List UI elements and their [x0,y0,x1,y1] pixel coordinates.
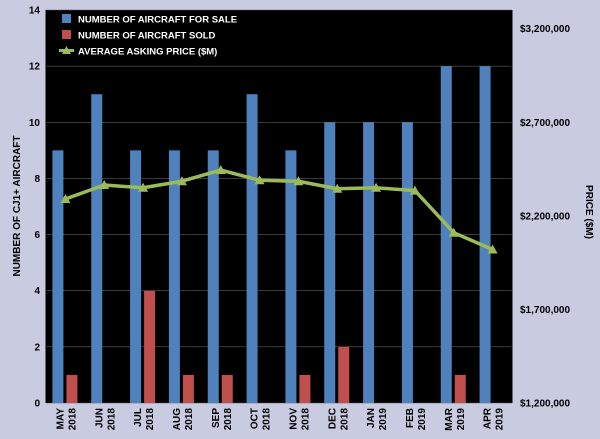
legend-label: NUMBER OF AIRCRAFT FOR SALE [78,15,237,26]
legend-swatch [62,14,71,23]
price-marker [138,182,149,192]
bars [52,66,491,404]
x-tick-month: APR [483,407,494,429]
bar-for-sale [91,94,103,403]
y-tick-right: $3,200,000 [520,24,570,35]
legend-swatch [62,30,71,39]
price-marker [215,165,226,175]
x-tick-year: 2018 [262,408,273,431]
bar-for-sale [246,94,258,403]
legend: NUMBER OF AIRCRAFT FOR SALE NUMBER OF AIR… [59,14,237,58]
x-tick-month: JUN [94,408,105,428]
legend-label: NUMBER OF AIRCRAFT SOLD [78,31,216,42]
plot-background [46,10,512,403]
y-tick-right: $1,200,000 [520,399,570,410]
y-tick-right: $1,700,000 [520,305,570,316]
x-tick-year: 2018 [339,408,350,431]
x-tick-year: 2018 [184,408,195,431]
price-marker [293,176,304,186]
bar-sold [221,374,233,403]
y-tick-left: 14 [29,6,41,17]
x-tick-month: MAR [444,407,455,431]
bar-sold [338,346,350,403]
y-axis-right-title: PRICE ($M) [583,185,594,239]
x-tick-year: 2018 [223,408,234,431]
x-tick-month: JAN [366,408,377,428]
price-marker [332,183,343,193]
x-tick-year: 2018 [145,408,156,431]
x-tick-year: 2018 [106,408,117,431]
price-marker [409,185,420,195]
bar-sold [299,374,311,403]
bar-sold [454,374,466,403]
y-tick-left: 2 [34,342,40,353]
price-marker [254,175,265,185]
x-tick-year: 2019 [495,408,506,431]
x-tick-year: 2018 [300,408,311,431]
y-tick-left: 12 [29,62,41,73]
price-marker [176,176,187,186]
bar-sold [66,374,78,403]
y-tick-left: 4 [34,286,40,297]
y-tick-left: 0 [34,399,40,410]
bar-for-sale [401,122,413,404]
x-tick-month: MAY [55,408,66,430]
x-tick-year: 2019 [378,408,389,431]
bar-sold [182,374,194,403]
price-marker [60,194,71,204]
x-tick-month: DEC [327,408,338,429]
gridlines [46,9,512,404]
y-tick-left: 6 [34,230,40,241]
bar-sold [144,290,156,403]
price-marker [99,179,110,189]
bar-for-sale [285,150,297,403]
axes: 0 2 4 6 8 10 12 14 $1,200,000 $1,700,000 $2,200,00… [29,6,571,431]
y-tick-left: 10 [29,118,41,129]
y-axis-left-title: NUMBER OF CJ1+ AIRCRAFT [12,135,23,276]
x-tick-month: OCT [250,408,261,429]
price-line-path [64,168,494,252]
bar-for-sale [52,150,64,403]
bar-for-sale [168,150,180,403]
bar-for-sale [324,122,336,404]
legend-swatch-marker [62,46,71,54]
price-line [60,165,498,254]
bar-for-sale [479,66,491,404]
x-tick-month: NOV [288,408,299,430]
price-marker [371,182,382,192]
y-tick-right: $2,700,000 [520,118,570,129]
price-marker [487,244,498,254]
y-tick-left: 8 [34,174,40,185]
x-tick-month: FEB [405,408,416,428]
legend-label: AVERAGE ASKING PRICE ($M) [78,47,217,58]
x-tick-year: 2018 [67,408,78,431]
bar-for-sale [363,122,375,404]
y-tick-right: $2,200,000 [520,211,570,222]
bar-for-sale [207,150,219,403]
x-tick-month: AUG [172,408,183,430]
x-tick-month: SEP [211,408,222,428]
x-tick-year: 2019 [456,408,467,431]
bar-for-sale [440,66,452,404]
bar-for-sale [130,150,142,403]
x-tick-year: 2019 [417,408,428,431]
price-marker [448,227,459,237]
x-tick-month: JUL [133,408,144,427]
